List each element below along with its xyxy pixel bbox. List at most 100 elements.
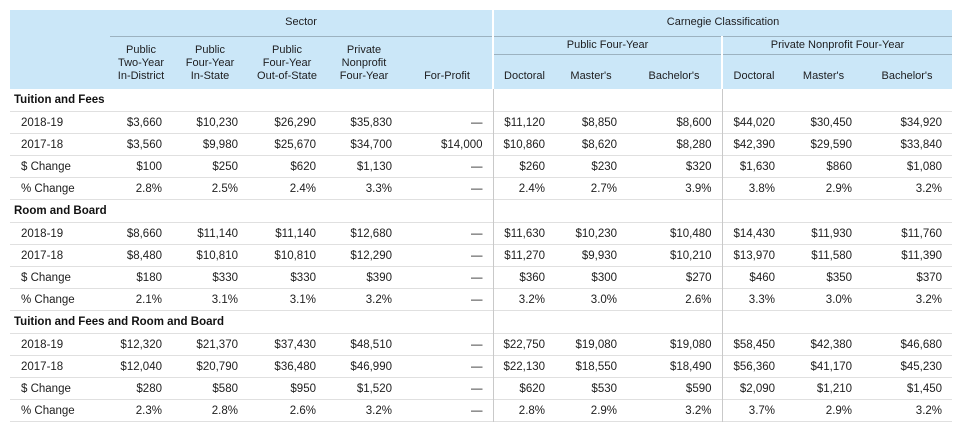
data-cell: $360: [492, 266, 556, 289]
subgroup-row: Public Two-Year In-District Public Four-…: [10, 36, 953, 89]
data-cell: 2.9%: [590, 404, 618, 417]
table-row: $ Change $280 $580 $950 $1,520 — $620 $530 $590 $…: [10, 377, 953, 400]
data-cell: $19,080: [669, 338, 712, 351]
data-cell: $10,810: [196, 249, 238, 262]
row-label-column-header: [10, 36, 110, 89]
data-cell: $26,290: [274, 116, 316, 129]
data-cell: $8,850: [581, 116, 618, 129]
data-cell: $42,390: [721, 133, 786, 156]
data-cell: $22,750: [492, 333, 556, 356]
data-cell: $11,930: [811, 227, 853, 240]
data-cell: —: [471, 338, 483, 351]
data-cell: $390: [366, 271, 392, 284]
section-filler: [492, 88, 723, 112]
data-cell: $100: [136, 160, 162, 173]
data-cell: —: [471, 360, 483, 373]
data-cell: $29,590: [810, 138, 853, 151]
data-cell: $1,450: [906, 382, 943, 395]
data-cell: $11,270: [492, 244, 556, 267]
table-row: $ Change $180 $330 $330 $390 — $360 $300 $270 $46…: [10, 266, 953, 289]
data-cell: $11,140: [197, 227, 238, 240]
col-header-public-masters: Master's: [555, 54, 628, 89]
section-header-row: Tuition and Fees and Room and Board: [10, 310, 953, 334]
row-label: $ Change: [21, 160, 71, 173]
table-row: $ Change $100 $250 $620 $1,130 — $260 $230 $320 $…: [10, 155, 953, 178]
subgroup-public-four-year: Public Four-Year: [492, 36, 723, 55]
data-cell: $35,830: [350, 116, 392, 129]
data-cell: $18,490: [669, 360, 712, 373]
table-row: 2018-19 $12,320 $21,370 $37,430 $48,510 — $22,…: [10, 333, 953, 356]
data-cell: —: [471, 182, 483, 195]
data-cell: $250: [212, 160, 238, 173]
data-cell: $11,390: [901, 249, 943, 262]
row-label: $ Change: [21, 382, 71, 395]
data-cell: 3.2%: [915, 404, 943, 417]
section-title: Room and Board: [14, 205, 107, 217]
data-cell: $950: [290, 382, 316, 395]
data-cell: $8,660: [126, 227, 162, 240]
table-body: Tuition and Fees 2018-19 $3,660 $10,230 $26,…: [10, 88, 953, 422]
data-cell: —: [471, 116, 483, 129]
row-label: % Change: [21, 293, 75, 306]
data-cell: $10,810: [274, 249, 316, 262]
data-cell: —: [471, 382, 483, 395]
data-cell: $260: [492, 155, 556, 178]
data-cell: 2.8%: [211, 404, 238, 417]
col-header-private-bachelors: Bachelor's: [862, 54, 953, 89]
row-label: 2017-18: [21, 249, 64, 262]
subgroup-private-nonprofit-four-year: Private Nonprofit Four-Year: [721, 36, 953, 55]
col-header-for-profit: For-Profit: [402, 36, 494, 89]
data-cell: $230: [591, 160, 618, 173]
data-cell: 3.3%: [365, 182, 392, 195]
data-cell: $8,480: [126, 249, 162, 262]
col-header-public-bachelors: Bachelor's: [627, 54, 723, 89]
data-cell: $30,450: [810, 116, 853, 129]
data-cell: $11,140: [275, 227, 316, 240]
data-cell: $22,130: [492, 355, 556, 378]
table-row: 2017-18 $12,040 $20,790 $36,480 $46,990 — $22,…: [10, 355, 953, 378]
data-cell: $25,670: [274, 138, 316, 151]
section-filler: [492, 199, 723, 223]
data-cell: $580: [212, 382, 238, 395]
data-cell: $33,840: [900, 138, 943, 151]
section-filler: [721, 88, 953, 112]
col-header-private-doctoral: Doctoral: [721, 54, 786, 89]
data-cell: 3.1%: [211, 293, 238, 306]
data-cell: 2.9%: [825, 182, 853, 195]
data-cell: $10,210: [669, 249, 712, 262]
col-header-public-doctoral: Doctoral: [492, 54, 556, 89]
table-row: 2017-18 $3,560 $9,980 $25,670 $34,700 $14,000…: [10, 133, 953, 156]
data-cell: $280: [136, 382, 162, 395]
data-cell: $56,360: [721, 355, 786, 378]
data-cell: $8,600: [676, 116, 712, 129]
row-label: % Change: [21, 404, 75, 417]
group-title-row: Sector Carnegie Classification: [10, 10, 953, 37]
data-cell: $10,480: [669, 227, 712, 240]
col-header-private-nonprofit-four-year: Private Nonprofit Four-Year: [326, 36, 402, 89]
section-filler: [721, 199, 953, 223]
data-cell: —: [471, 293, 483, 306]
data-cell: $20,790: [196, 360, 238, 373]
data-cell: $37,430: [274, 338, 316, 351]
section-header-row: Tuition and Fees: [10, 88, 953, 112]
data-cell: —: [471, 249, 483, 262]
section-header-row: Room and Board: [10, 199, 953, 223]
data-cell: $370: [916, 271, 943, 284]
sector-group-header: Sector: [110, 10, 494, 37]
table-row: 2018-19 $8,660 $11,140 $11,140 $12,680 — $11,6…: [10, 222, 953, 245]
data-cell: $1,630: [721, 155, 786, 178]
data-cell: $46,990: [350, 360, 392, 373]
data-cell: $620: [290, 160, 316, 173]
table-row: % Change 2.8% 2.5% 2.4% 3.3% — 2.4% 2.7% 3.9% 3.8…: [10, 177, 953, 200]
data-cell: 3.2%: [915, 293, 943, 306]
data-cell: $330: [290, 271, 316, 284]
col-header-public-two-year-in-district: Public Two-Year In-District: [110, 36, 172, 89]
data-cell: $11,580: [811, 249, 853, 262]
data-cell: $3,660: [126, 116, 162, 129]
data-cell: $11,630: [492, 222, 556, 245]
section-filler: [721, 310, 953, 334]
row-label: $ Change: [21, 271, 71, 284]
data-cell: $1,080: [906, 160, 943, 173]
data-cell: $12,680: [350, 227, 392, 240]
data-cell: 3.2%: [365, 293, 392, 306]
